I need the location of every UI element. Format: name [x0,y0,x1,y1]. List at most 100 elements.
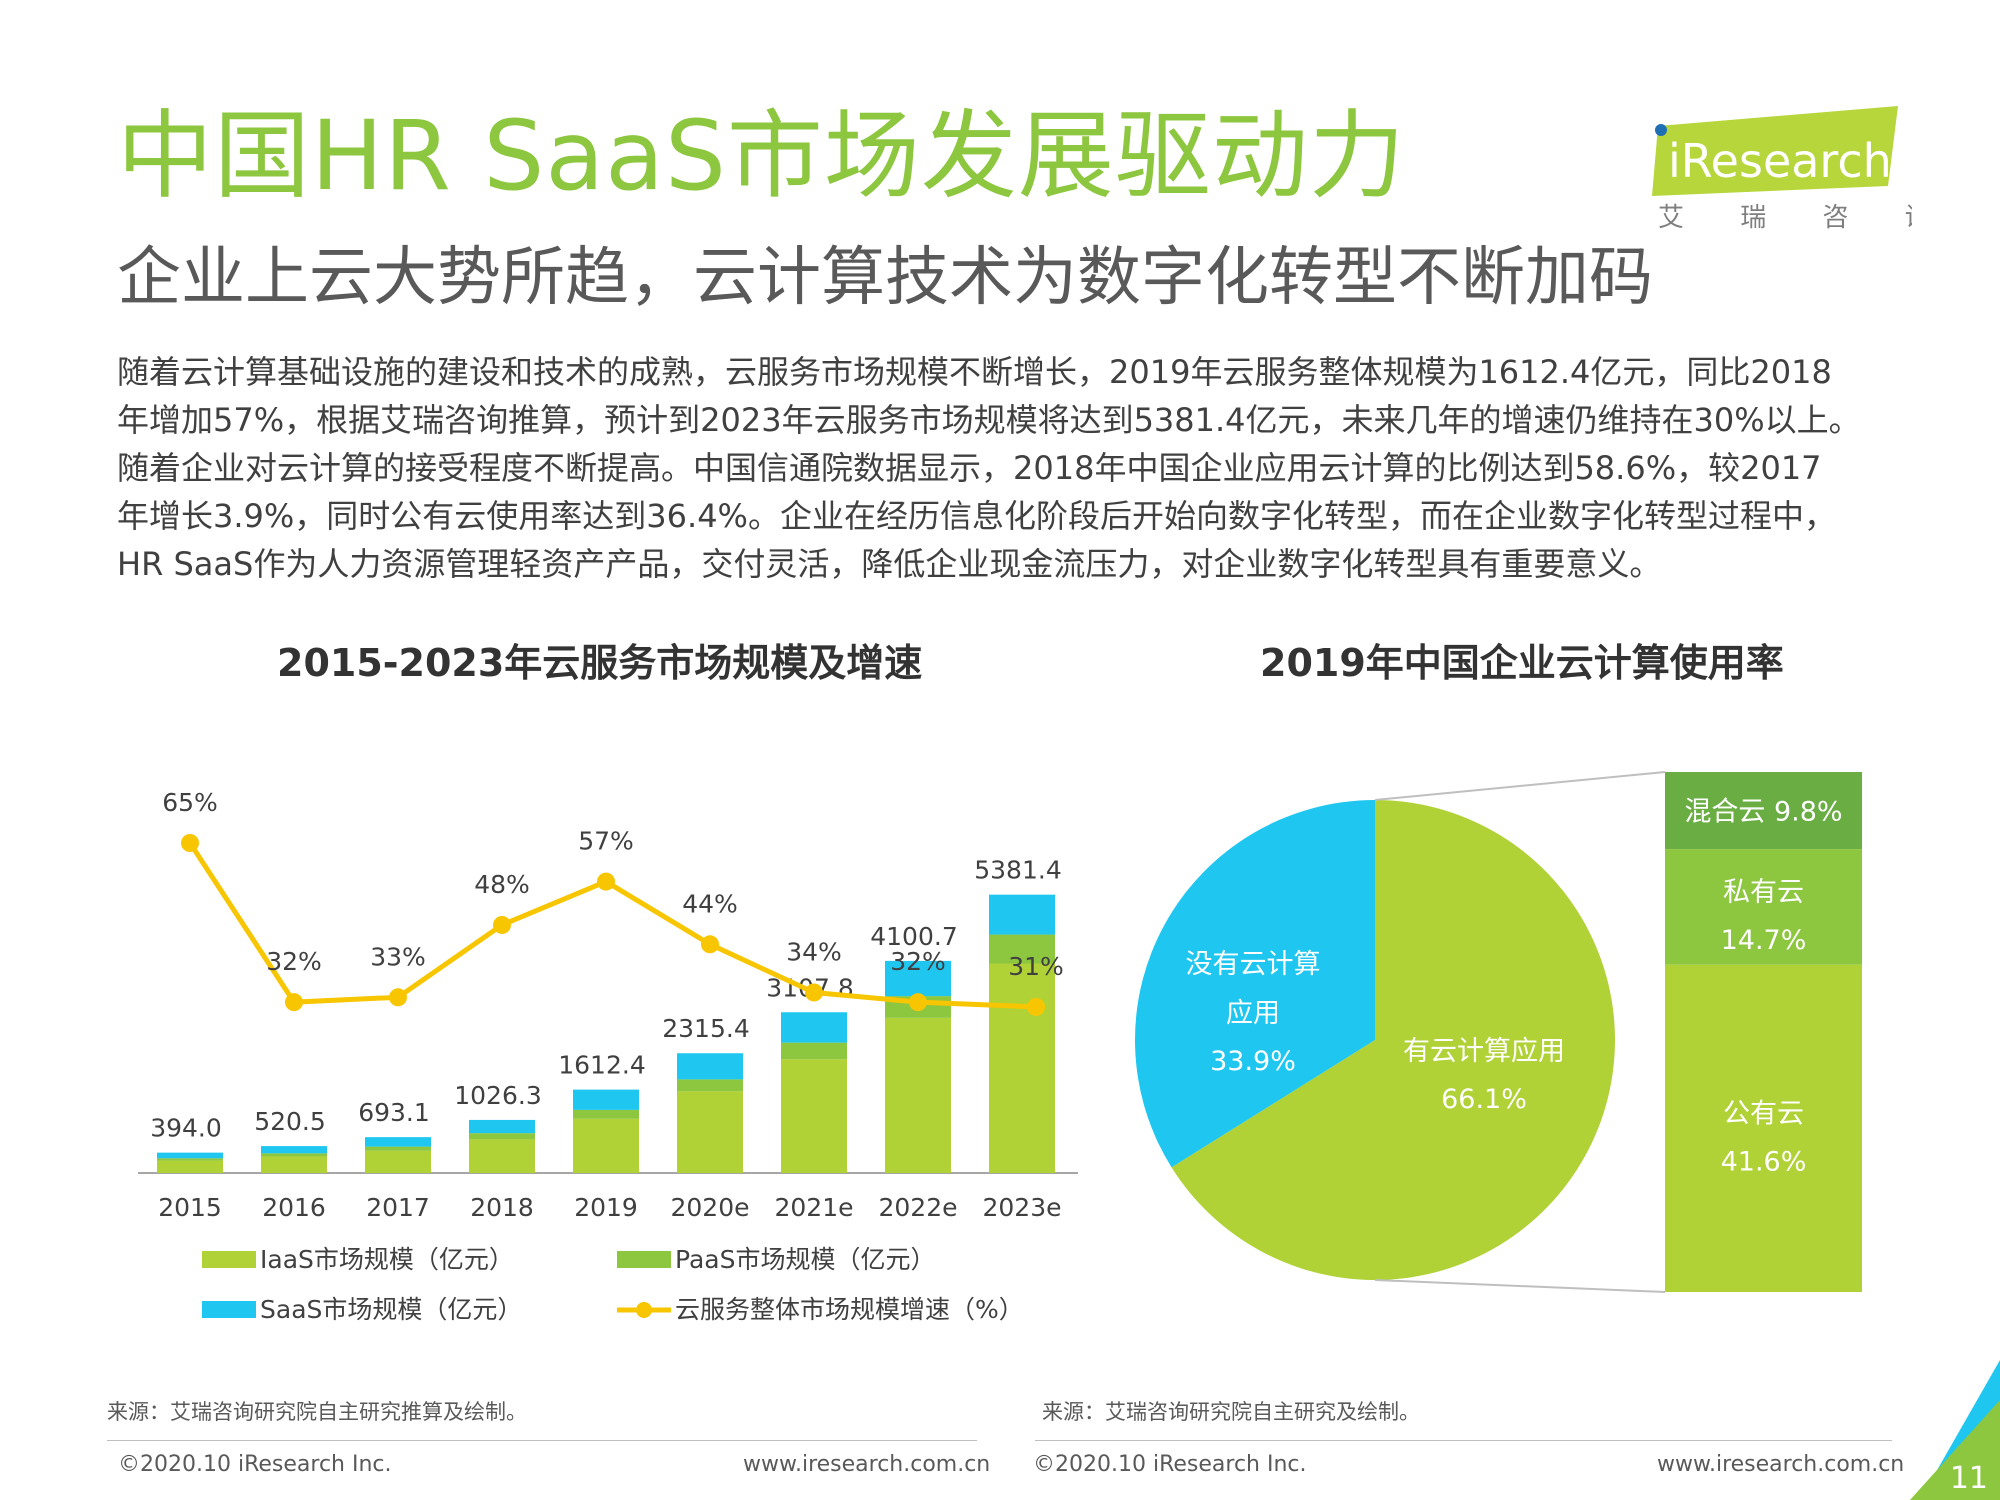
legend-label: 云服务整体市场规模增速（%） [675,1295,1024,1324]
breakdown-public-cloud-value: 41.6% [1721,1146,1807,1177]
pie-label-has-cloud: 有云计算应用 [1403,1036,1565,1067]
body-paragraph: 随着云计算基础设施的建设和技术的成熟，云服务市场规模不断增长，2019年云服务整… [117,348,1947,588]
x-tick-label: 2020e [670,1193,749,1222]
legend-label: IaaS市场规模（亿元） [260,1245,514,1274]
body-line: 随着云计算基础设施的建设和技术的成熟，云服务市场规模不断增长，2019年云服务整… [117,353,1832,391]
bar-iaas [157,1160,223,1173]
x-tick-label: 2017 [366,1193,430,1222]
breakdown-private-cloud-label: 私有云 [1723,877,1804,908]
breakdown-private-cloud-value: 14.7% [1721,925,1807,956]
bar-iaas [261,1156,327,1173]
legend-marker [636,1302,652,1318]
bar-saas [261,1146,327,1154]
breakdown-mixed-cloud [1665,772,1862,850]
pie-label-no-cloud-line2: 应用 [1226,998,1280,1029]
page-title: 中国HR SaaS市场发展驱动力 [117,100,1406,212]
bar-total-label: 1612.4 [558,1051,645,1080]
breakdown-mixed-cloud-label: 混合云 9.8% [1684,797,1842,828]
growth-label: 48% [474,870,530,899]
bar-total-label: 2315.4 [662,1014,749,1043]
bar-saas [989,894,1055,935]
bar-iaas [885,1017,951,1173]
corner-decoration [1910,1360,2000,1500]
bar-saas [781,1012,847,1043]
page-number: 11 [1949,1461,1988,1496]
growth-point [805,983,823,1002]
growth-label: 44% [682,889,738,918]
iresearch-logo: iResearch 艾 瑞 咨 询 [1650,104,1931,234]
x-tick-label: 2021e [774,1193,853,1222]
bar-total-label: 1026.3 [454,1081,541,1110]
bar-saas [677,1053,743,1080]
x-tick-label: 2023e [982,1193,1061,1222]
pie-slice-has-cloud [1171,800,1615,1280]
body-line: 随着企业对云计算的接受程度不断提高。中国信通院数据显示，2018年中国企业应用云… [117,449,1822,487]
breakdown-private-cloud [1665,849,1862,965]
bar-total-label: 4100.7 [870,922,957,951]
bar-total-label: 693.1 [358,1098,430,1127]
footer-divider-right [1035,1440,1892,1441]
growth-label: 31% [1008,952,1064,981]
bar-total-label: 394.0 [150,1114,222,1143]
pie-value-has-cloud: 66.1% [1441,1084,1527,1115]
bar-paas [365,1146,431,1151]
bar-iaas [365,1150,431,1173]
growth-point [597,872,615,891]
logo-brand-text: iResearch [1668,134,1892,188]
x-tick-label: 2016 [262,1193,326,1222]
bar-paas [469,1133,535,1140]
growth-point [181,834,199,852]
bar-paas [677,1079,743,1092]
pie-slice-no-cloud [1135,800,1375,1168]
bar-saas [573,1089,639,1110]
x-tick-label: 2015 [158,1193,222,1222]
legend-swatch [202,1301,256,1318]
x-tick-label: 2019 [574,1193,638,1222]
footer-divider-left [107,1440,977,1441]
growth-label: 32% [890,947,946,976]
bar-saas [365,1137,431,1147]
growth-label: 32% [266,947,322,976]
bar-saas [157,1152,223,1159]
bar-paas [157,1158,223,1161]
pie-chart-title: 2019年中国企业云计算使用率 [1260,641,1784,685]
bar-saas [885,960,951,997]
breakdown-public-cloud [1665,964,1862,1292]
footer-url-left[interactable]: www.iresearch.com.cn [743,1452,991,1477]
page-subtitle: 企业上云大势所趋，云计算技术为数字化转型不断加码 [117,241,1653,315]
body-line: HR SaaS作为人力资源管理轻资产产品，交付灵活，降低企业现金流压力，对企业数… [117,545,1662,583]
bar-iaas [573,1118,639,1173]
footer-url-right[interactable]: www.iresearch.com.cn [1657,1452,1905,1477]
bar-paas [781,1042,847,1060]
growth-point [285,993,303,1012]
bar-paas [261,1153,327,1157]
growth-point [1027,997,1045,1016]
legend-label: SaaS市场规模（亿元） [260,1295,522,1324]
growth-point [701,935,719,954]
growth-point [909,993,927,1012]
logo-tagline-text: 艾 瑞 咨 询 [1658,203,1912,233]
bar-paas [573,1109,639,1119]
growth-label: 34% [786,937,842,966]
bar-iaas [469,1139,535,1173]
bar-total-label: 520.5 [254,1107,326,1136]
bar-chart-source: 来源：艾瑞咨询研究院自主研究推算及绘制。 [107,1400,527,1424]
x-tick-label: 2022e [878,1193,957,1222]
body-line: 年增加57%，根据艾瑞咨询推算，预计到2023年云服务市场规模将达到5381.4… [117,401,1861,439]
pie-chart-source: 来源：艾瑞咨询研究院自主研究及绘制。 [1042,1400,1420,1424]
growth-label: 57% [578,827,634,856]
body-line: 年增长3.9%，同时公有云使用率达到36.4%。企业在经历信息化阶段后开始向数字… [117,497,1836,535]
growth-point [493,915,511,934]
footer-copyright-left: ©2020.10 iResearch Inc. [118,1452,392,1477]
bar-chart-title: 2015-2023年云服务市场规模及增速 [277,641,923,685]
bar-saas [469,1119,535,1134]
footer-copyright-right: ©2020.10 iResearch Inc. [1033,1452,1307,1477]
legend-label: PaaS市场规模（亿元） [675,1245,935,1274]
growth-point [389,988,407,1007]
x-tick-label: 2018 [470,1193,534,1222]
bar-iaas [677,1091,743,1173]
pie-label-no-cloud-line1: 没有云计算 [1186,949,1321,980]
legend-swatch [617,1251,671,1268]
breakdown-public-cloud-label: 公有云 [1723,1098,1804,1129]
